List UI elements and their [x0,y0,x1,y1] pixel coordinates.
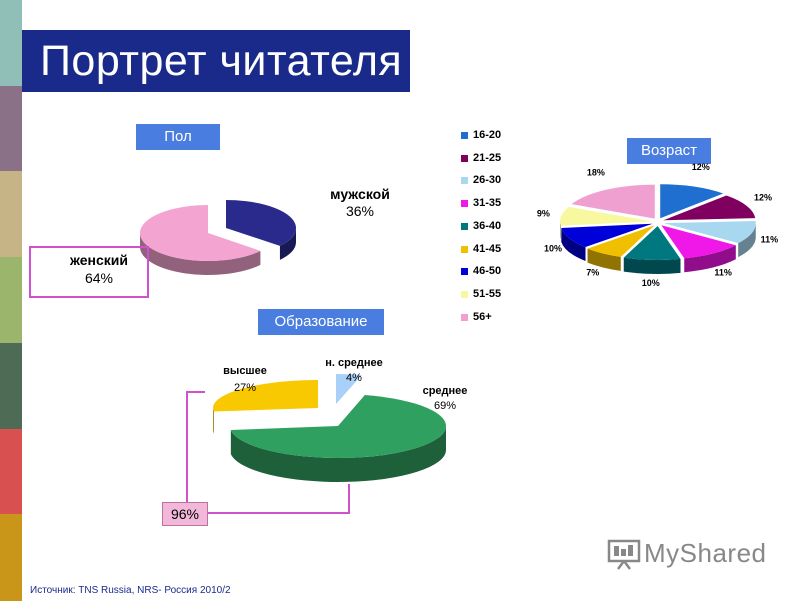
chart-title-age: Возраст [627,138,711,164]
stripe-band [0,171,22,259]
legend-label: 56+ [473,310,492,323]
pie-slice-female [140,205,261,261]
bracket-left [186,391,210,514]
decorative-stripe-column [0,0,22,601]
pie-slice-age-side [684,245,736,273]
legend-label: 41-45 [473,242,502,255]
gender-pie [140,200,296,275]
pie-slice-age-side [561,227,586,261]
chart-title-education: Образование [258,309,384,335]
data-label-female-value: 64% [85,270,113,286]
legend-label: 21-25 [473,151,502,164]
data-label-incomplete-name: н. среднее [325,357,383,369]
legend-swatch [461,290,468,298]
chart-title-gender: Пол [136,124,220,150]
education-pie [212,374,446,482]
data-label-secondary-name: среднее [423,385,468,397]
pie-slice-age [560,206,653,226]
pie-slice-age [587,225,655,257]
data-label-age: 18% [587,167,605,177]
pie-slice-incomplete-secondary [336,374,362,404]
pie-slice-male [226,200,296,246]
legend-swatch [461,245,468,253]
data-label-age: 9% [537,209,550,219]
myshared-logo: MyShared [606,536,776,572]
pie-slice-secondary [230,395,446,458]
stripe-band [0,342,22,430]
logo-text: MyShared [644,538,767,568]
pie-slice-age [623,225,681,260]
data-label-age: 7% [586,268,599,278]
legend-label: 16-20 [473,129,502,141]
pie-slice-age [571,184,655,219]
data-label-age: 11% [714,268,732,278]
pie-slice-age-side [623,257,681,274]
source-note: Источник: TNS Russia, NRS- Россия 2010/2 [30,585,231,596]
pie-slice-age [663,220,756,244]
pie-slice-female-side [140,233,261,275]
legend-label: 51-55 [473,287,502,300]
data-label-male-value: 36% [346,203,374,219]
pie-slice-age-side [738,223,756,258]
pie-slice-higher [212,380,318,412]
stripe-band [0,85,22,173]
data-label-higher-name: высшее [223,365,267,377]
pie-slice-age [663,195,756,221]
data-label-age: 11% [761,235,779,245]
pie-slice-age [660,184,724,219]
legend-label: 46-50 [473,265,502,278]
data-label-higher-value: 27% [234,382,256,394]
stripe-band [0,514,22,601]
pie-slice-age [561,223,653,247]
data-label-male-name: мужской [330,186,390,202]
legend-swatch [461,222,468,230]
stripe-band [0,0,22,87]
data-label-age: 12% [692,162,710,172]
legend-swatch [461,268,468,276]
pie-slice-age-side [587,248,621,271]
legend-label: 26-30 [473,174,502,187]
legend-swatch [461,154,468,162]
pie-slice-age-side [560,221,561,240]
legend-swatch [461,313,468,321]
data-label-incomplete-value: 4% [346,372,362,384]
data-label-secondary-value: 69% [434,400,456,412]
stripe-band [0,257,22,344]
age-pie [560,184,756,274]
stripe-band [0,428,22,516]
data-label-age: 10% [544,244,562,254]
female-highlight-box [29,246,149,298]
slide-title: Портрет читателя [22,30,410,92]
legend-swatch [461,177,468,185]
presentation-icon [607,539,641,570]
data-label-age: 12% [754,192,772,202]
legend-label: 31-35 [473,197,502,210]
bracket-right [210,484,350,514]
pie-slice-male-side [279,228,296,260]
legend-swatch [461,132,468,139]
pie-slice-higher-side [213,408,214,434]
pie-slice-secondary-side [230,426,446,482]
pie-slice-age [661,225,736,259]
legend-label: 36-40 [473,219,502,232]
data-label-age: 10% [642,278,660,288]
data-label-female-name: женский [69,252,128,268]
legend-swatch [461,200,468,208]
combined-percent-badge: 96% [162,502,208,526]
